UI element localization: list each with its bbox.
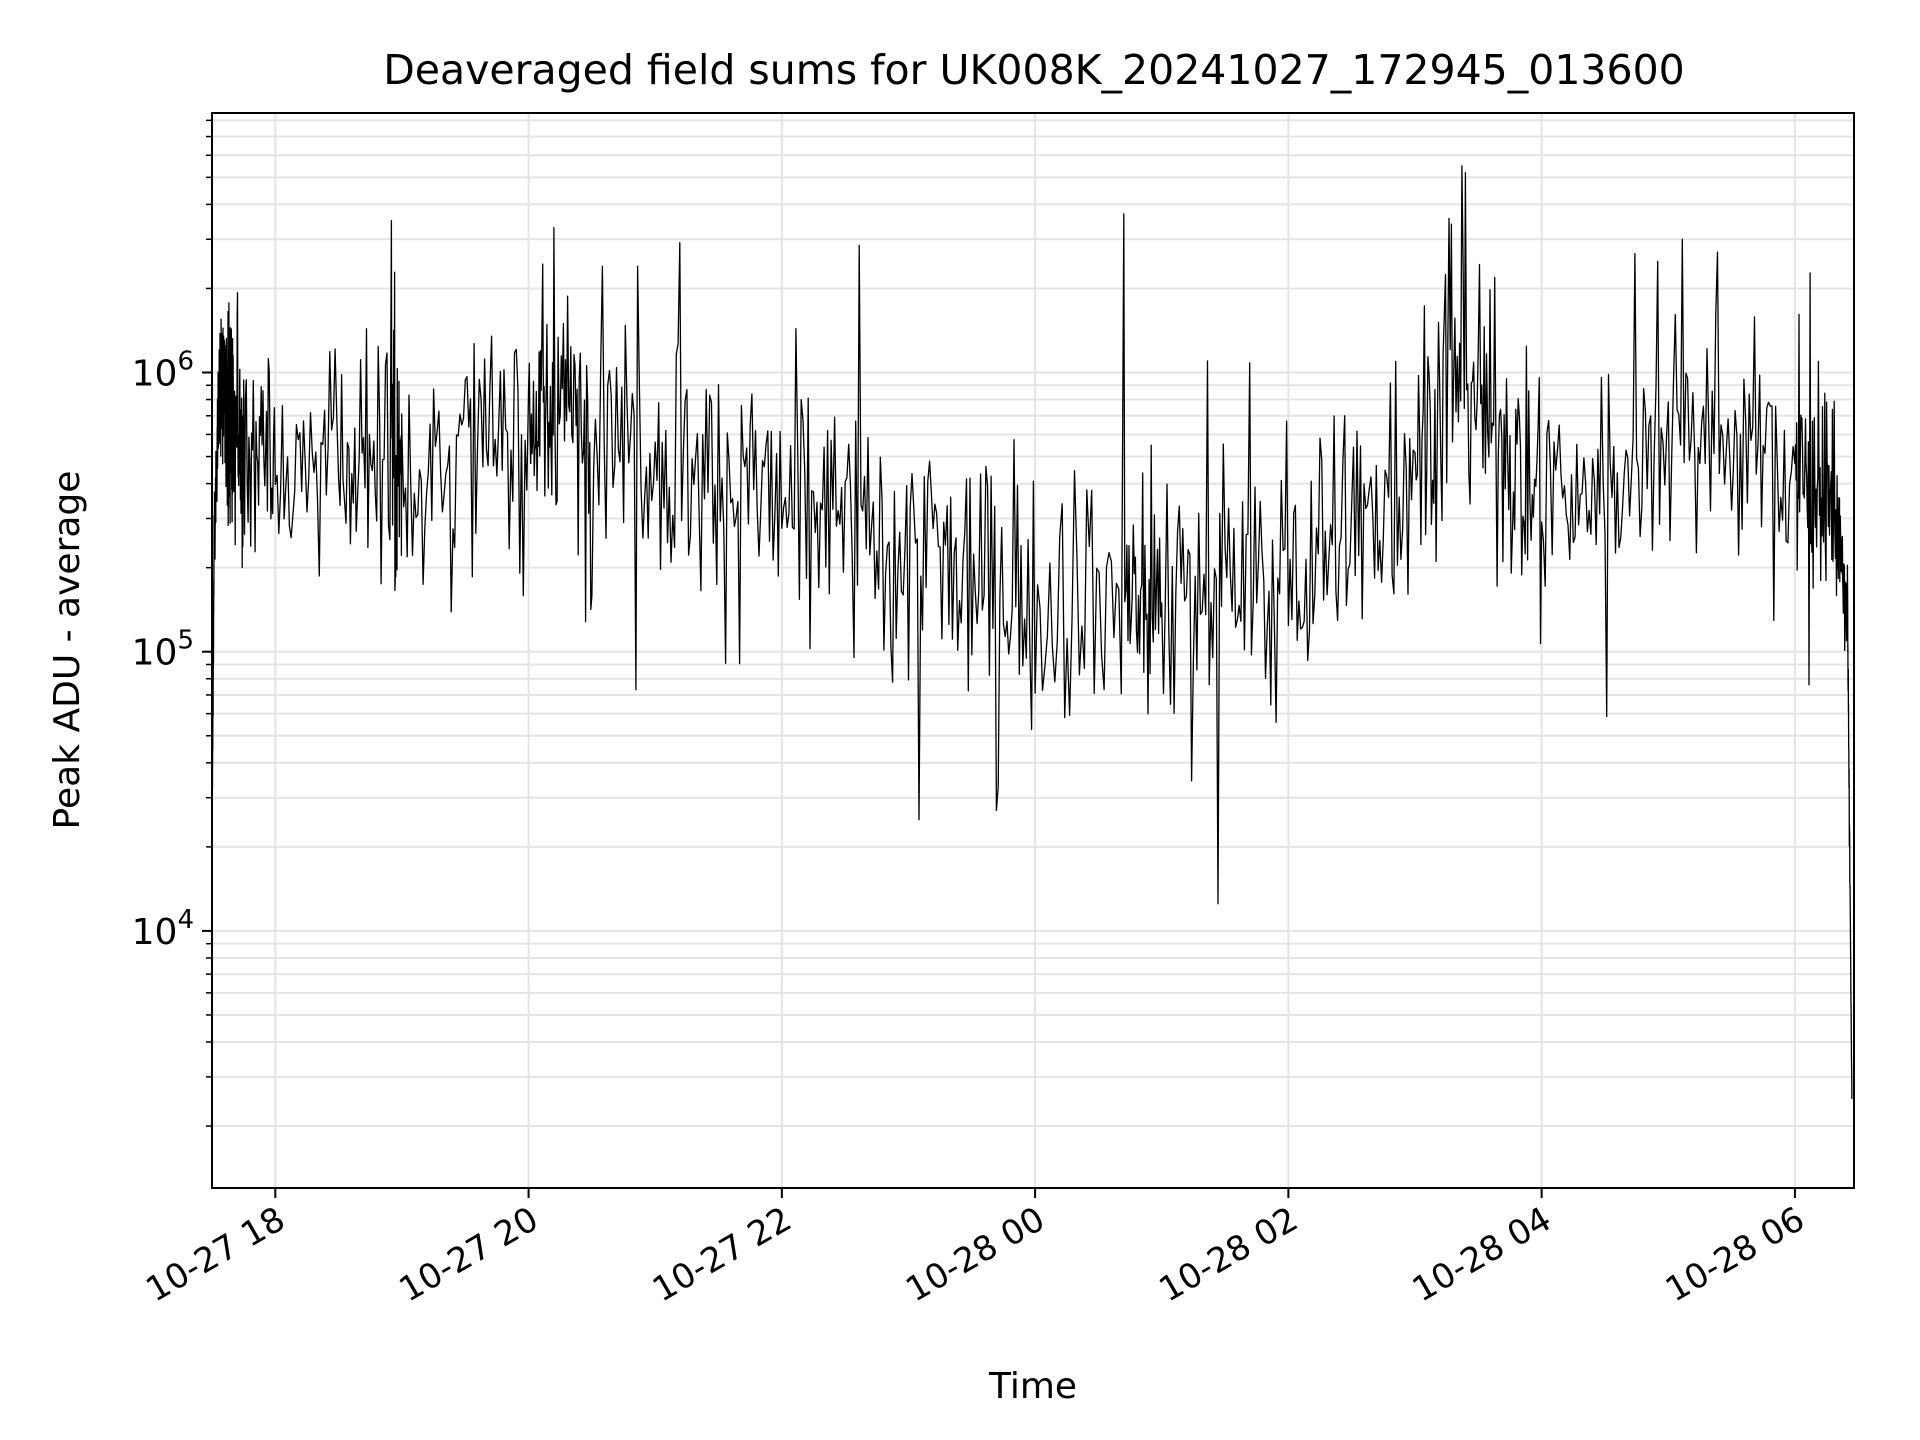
grid-lines (212, 113, 1854, 1188)
chart-title: Deaveraged field sums for UK008K_2024102… (383, 46, 1685, 94)
x-axis-label: Time (988, 1366, 1077, 1407)
y-axis-label: Peak ADU - average (47, 471, 88, 830)
series-line (211, 165, 1853, 1100)
data-series (211, 165, 1853, 1100)
plot-frame (211, 112, 1855, 1189)
